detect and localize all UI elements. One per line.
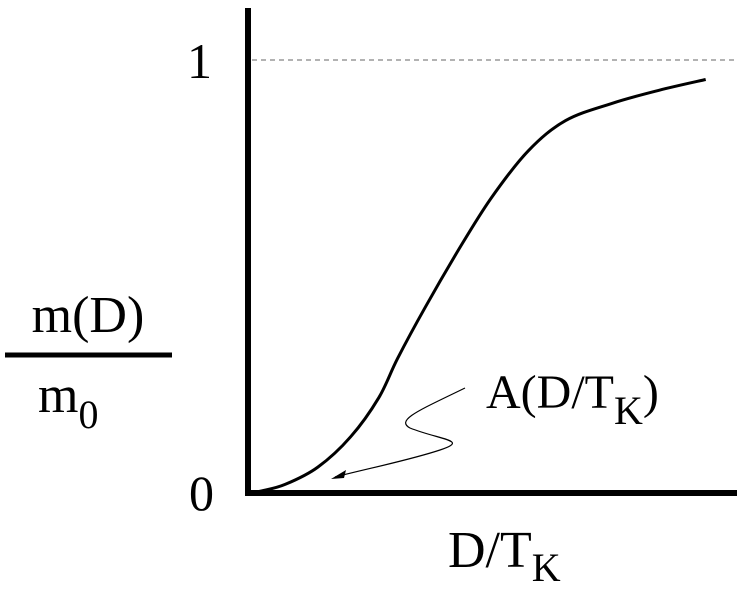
- x-axis-label: D/TK: [448, 522, 561, 590]
- y-tick-label-0: 0: [189, 465, 214, 521]
- annotation-pointer-line: [334, 387, 466, 478]
- annotation-close: ): [643, 366, 659, 419]
- annotation-label: A(D/TK): [486, 366, 659, 433]
- y-axis-label-numerator: m(D): [32, 287, 145, 344]
- data-series-line: [247, 78, 707, 495]
- y-label-den-base: m: [38, 367, 78, 424]
- x-label-sub: K: [532, 545, 561, 590]
- y-tick-label-1: 1: [187, 33, 212, 89]
- y-label-den-sub: 0: [78, 392, 98, 437]
- y-axis-label-denominator: m0: [38, 367, 98, 437]
- x-label-base: D/T: [448, 522, 532, 579]
- annotation-base: A(D/T: [486, 366, 614, 419]
- annotation-arrowhead: [331, 470, 346, 479]
- annotation-sub: K: [614, 388, 643, 433]
